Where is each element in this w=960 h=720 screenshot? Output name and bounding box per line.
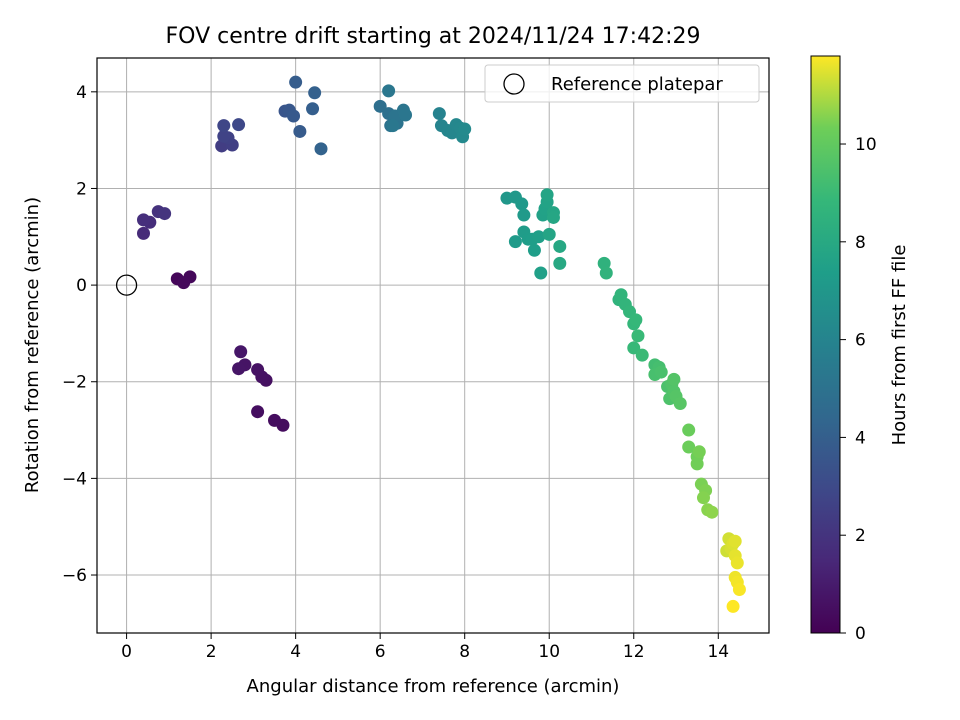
legend-entry-label: Reference platepar [551,74,723,95]
legend-box [484,64,760,103]
x-tick-label: 2 [206,642,217,662]
scatter-point [177,276,191,290]
scatter-points [136,75,746,613]
x-tick-label: 14 [707,642,729,662]
scatter-point [306,102,320,116]
scatter-point [289,75,303,89]
scatter-point [268,413,282,427]
scatter-point [382,84,396,98]
scatter-point [654,365,668,379]
y-axis-label: Rotation from reference (arcmin) [22,197,43,493]
scatter-point [726,599,740,613]
x-tick-label: 8 [459,642,470,662]
scatter-point [432,107,446,121]
scatter-point [293,124,307,138]
scatter-point [682,440,696,454]
plot-area: 0 2 4 6 8 10 12 14 −6 −4 −2 0 2 4 [62,57,770,662]
scatter-point [399,108,413,122]
scatter-point [136,226,150,240]
scatter-point [540,188,554,202]
colorbar-ticks: 0 2 4 6 8 10 [840,135,877,644]
scatter-point [386,119,400,133]
scatter-point [458,122,472,136]
scatter-point [597,256,611,270]
y-tick-label: −4 [62,469,87,489]
scatter-point [546,210,560,224]
scatter-point [308,86,322,100]
legend-marker-open-circle [503,73,525,95]
scatter-point [542,227,556,241]
plot-frame [96,57,770,634]
plot-background [97,58,769,633]
scatter-point [136,213,150,227]
x-tick-label: 6 [375,642,386,662]
scatter-point [553,239,567,253]
x-tick-label: 10 [538,642,560,662]
colorbar-tick-label: 6 [855,331,866,351]
x-ticks: 0 2 4 6 8 10 12 14 [121,633,729,662]
scatter-point [732,583,746,597]
scatter-point [690,457,704,471]
chart-title: FOV centre drift starting at 2024/11/24 … [166,24,701,49]
scatter-point [635,348,649,362]
scatter-point [232,118,246,132]
scatter-point [217,119,231,133]
x-tick-label: 0 [121,642,132,662]
scatter-point [251,363,265,377]
scatter-point [682,423,696,437]
scatter-point [287,109,301,123]
scatter-point [234,345,248,359]
colorbar: 0 2 4 6 8 10 Hours from first FF file [810,55,910,644]
scatter-point [728,534,742,548]
scatter-point [692,445,706,459]
scatter-point [673,396,687,410]
scatter-point [730,556,744,570]
scatter-point [251,405,265,419]
scatter-point [599,266,613,280]
y-tick-label: −6 [62,566,87,586]
scatter-point [696,491,710,505]
colorbar-tick-label: 2 [855,526,866,546]
colorbar-gradient [810,55,841,634]
scatter-point [627,341,641,355]
colorbar-label: Hours from first FF file [889,245,910,446]
scatter-point [314,142,328,156]
scatter-point [534,266,548,280]
x-tick-label: 4 [290,642,301,662]
y-tick-label: 2 [76,179,87,199]
reference-platepar-marker [115,274,138,296]
scatter-point [158,207,172,221]
scatter-point [527,243,541,257]
y-tick-label: 4 [76,83,87,103]
reference-marker-group [115,274,138,296]
scatter-point [373,99,387,113]
y-tick-label: 0 [76,276,87,296]
colorbar-tick-label: 0 [855,624,866,644]
y-ticks: −6 −4 −2 0 2 4 [62,83,97,586]
colorbar-tick-label: 10 [855,135,877,155]
scatter-point [629,313,643,327]
y-tick-label: −2 [62,373,87,393]
scatter-point [517,208,531,222]
scatter-point [515,197,529,211]
scatter-point [553,256,567,270]
scatter-point [217,129,231,143]
colorbar-tick-label: 8 [855,233,866,253]
scatter-point [631,329,645,343]
x-axis-label: Angular distance from reference (arcmin) [247,676,620,697]
x-tick-label: 12 [623,642,645,662]
colorbar-tick-label: 4 [855,428,866,448]
scatter-point [232,362,246,376]
scatter-point [508,235,522,249]
scatter-point [532,230,546,244]
legend: Reference platepar [484,64,760,103]
scatter-point [667,372,681,386]
scatter-point [705,505,719,519]
